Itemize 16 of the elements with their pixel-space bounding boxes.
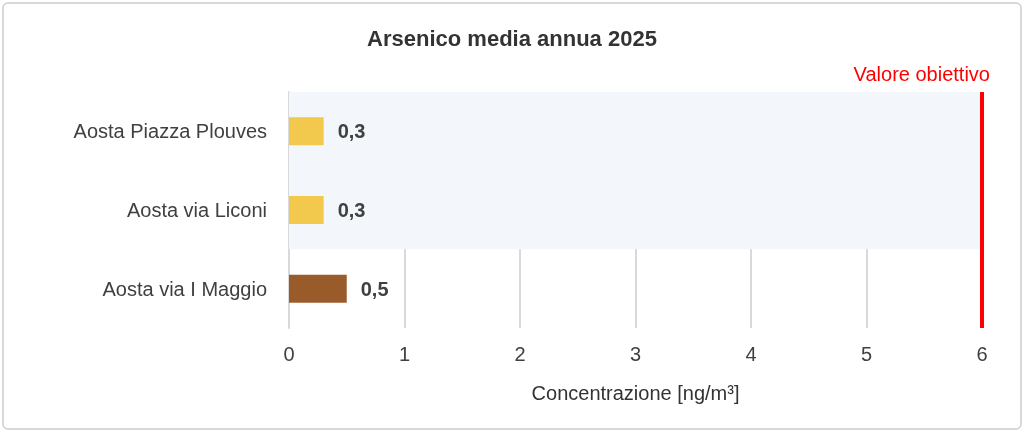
y-tick-label: Aosta Piazza Plouves bbox=[73, 120, 267, 143]
x-tick-label: 3 bbox=[629, 343, 642, 365]
y-tick-label: Aosta via I Maggio bbox=[102, 277, 267, 300]
data-label: 0,5 bbox=[360, 277, 389, 300]
x-tick-label: 1 bbox=[398, 343, 411, 365]
x-tick-label: 0 bbox=[283, 343, 295, 365]
x-axis-title: Concentrazione [ng/m³] bbox=[531, 382, 740, 404]
data-label: 0,3 bbox=[337, 120, 366, 143]
ref-line-label: Valore obiettivo bbox=[853, 63, 990, 85]
x-tick-label: 2 bbox=[514, 343, 526, 365]
y-tick-label: Aosta via Liconi bbox=[126, 199, 267, 221]
x-tick-label: 5 bbox=[860, 343, 873, 365]
data-label: 0,3 bbox=[337, 199, 366, 221]
x-tick-label: 4 bbox=[745, 343, 757, 365]
chart-title: Arsenico media annua 2025 bbox=[367, 25, 657, 51]
x-tick-label: 6 bbox=[976, 343, 988, 365]
